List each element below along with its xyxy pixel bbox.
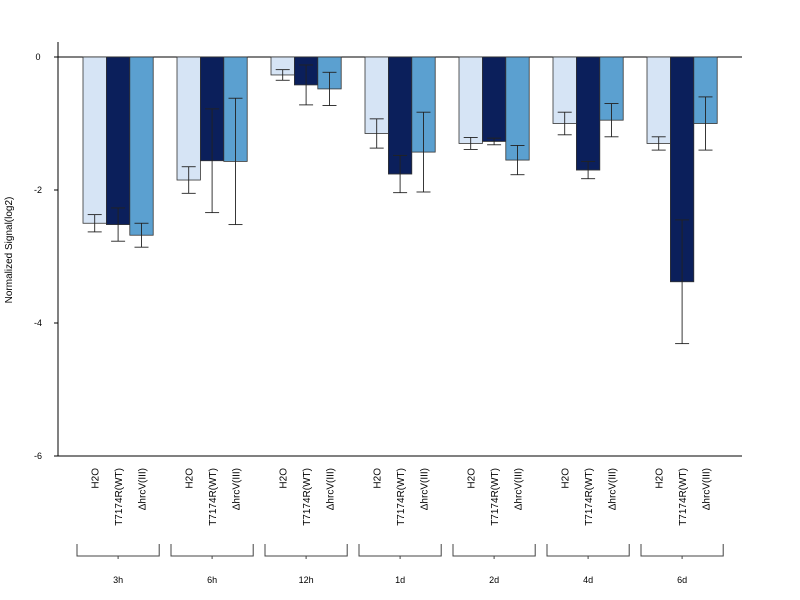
- bar: [646, 56, 671, 144]
- x-tick-label: ΔhrcV(III): [514, 468, 525, 510]
- group-bracket: [170, 544, 254, 557]
- x-axis: H2O T7174R(WT) ΔhrcV(III) 3h H2O T7174R(WT) Δh…: [58, 455, 742, 585]
- group-label: 2d: [489, 575, 499, 585]
- x-tick-label: T7174R(WT): [584, 468, 595, 526]
- group-bracket: [546, 544, 630, 557]
- group-bracket: [264, 544, 348, 557]
- x-tick-label: H2O: [373, 468, 384, 489]
- y-axis-label: Normalized Signal(log2): [4, 197, 15, 304]
- x-tick-label: H2O: [185, 468, 196, 489]
- x-tick-label: H2O: [279, 468, 290, 489]
- x-tick-label: H2O: [91, 468, 102, 489]
- plot-area: [58, 56, 742, 345]
- group-label: 6h: [207, 575, 217, 585]
- bar: [106, 56, 131, 225]
- group-bracket: [358, 544, 442, 557]
- group-bracket: [452, 544, 536, 557]
- x-tick-label: ΔhrcV(III): [232, 468, 243, 510]
- x-tick-label: H2O: [655, 468, 666, 489]
- bar: [129, 56, 154, 236]
- x-tick-label: T7174R(WT): [114, 468, 125, 526]
- bar: [176, 56, 201, 181]
- y-tick-label: 0: [35, 52, 40, 62]
- x-tick-label: T7174R(WT): [396, 468, 407, 526]
- x-tick-label: ΔhrcV(III): [326, 468, 337, 510]
- group-label: 4d: [583, 575, 593, 585]
- group-label: 6d: [677, 575, 687, 585]
- x-tick-label: H2O: [467, 468, 478, 489]
- y-tick-label: -4: [34, 318, 42, 328]
- group-bracket: [640, 544, 724, 557]
- bar: [82, 56, 107, 224]
- group-label: 3h: [113, 575, 123, 585]
- bar: [458, 56, 483, 144]
- x-tick-label: ΔhrcV(III): [702, 468, 713, 510]
- bar: [505, 56, 530, 161]
- x-tick-label: ΔhrcV(III): [138, 468, 149, 510]
- x-tick-label: ΔhrcV(III): [420, 468, 431, 510]
- y-tick-label: -6: [34, 451, 42, 461]
- bar: [481, 56, 507, 142]
- x-tick-label: H2O: [561, 468, 572, 489]
- group-bracket: [76, 544, 160, 557]
- x-tick-label: T7174R(WT): [678, 468, 689, 526]
- bar: [576, 56, 601, 171]
- group-label: 12h: [299, 575, 314, 585]
- y-axis: 0 -2 -4 -6: [34, 42, 59, 461]
- group-label: 1d: [395, 575, 405, 585]
- x-tick-label: T7174R(WT): [208, 468, 219, 526]
- x-tick-label: T7174R(WT): [490, 468, 501, 526]
- x-tick-label: T7174R(WT): [302, 468, 313, 526]
- y-tick-label: -2: [34, 185, 42, 195]
- x-tick-label: ΔhrcV(III): [608, 468, 619, 510]
